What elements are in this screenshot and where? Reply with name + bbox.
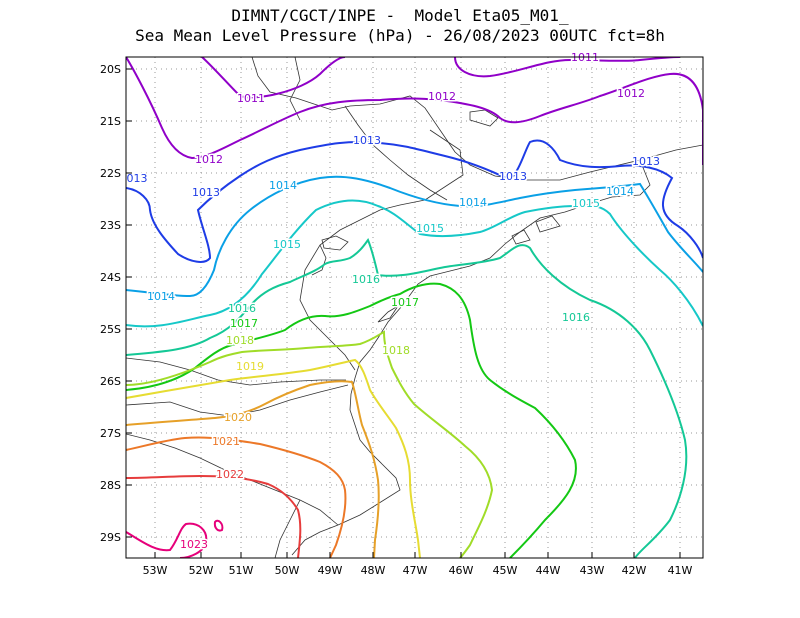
isobar-label-1017: 1017 <box>230 317 258 330</box>
lat-tick-label: 20S <box>100 63 121 76</box>
lat-tick-label: 21S <box>100 115 121 128</box>
isobar-label-1011: 1011 <box>237 92 265 105</box>
isobar-label-1016: 1016 <box>562 311 590 324</box>
lat-tick-label: 26S <box>100 375 121 388</box>
isobar-1017-a <box>126 282 577 558</box>
lon-tick-label: 42W <box>622 564 647 577</box>
isobar-label-1014: 1014 <box>147 290 175 303</box>
lat-tick-label: 28S <box>100 479 121 492</box>
isobar-1022-a <box>126 474 302 558</box>
lon-tick-label: 47W <box>403 564 428 577</box>
isobar-label-1013: 1013 <box>499 170 527 183</box>
map-title-line1: DIMNT/CGCT/INPE - Model Eta05_M01_ <box>231 6 569 25</box>
isobar-1013-a <box>126 139 703 263</box>
isobar-label-1017: 1017 <box>391 296 419 309</box>
isobars <box>126 57 703 558</box>
lon-tick-label: 52W <box>189 564 214 577</box>
lon-tick-label: 48W <box>361 564 386 577</box>
isobar-label-1021: 1021 <box>212 435 240 448</box>
isobar-label-1012: 1012 <box>617 87 645 100</box>
isobar-label-1014: 1014 <box>459 196 487 209</box>
lat-tick-label: 23S <box>100 219 121 232</box>
isobar-label-1018: 1018 <box>226 334 254 347</box>
lat-tick-label: 27S <box>100 427 121 440</box>
isobar-label-1012: 1012 <box>428 90 456 103</box>
lat-tick-label: 24S <box>100 271 121 284</box>
isobar-1011-a <box>201 57 346 99</box>
axis-tick-labels: 53W 52W 51W 50W 49W 48W 47W 46W 45W 44W 43W 42W 41W 2… <box>100 63 693 577</box>
isobar-label-1013: 1013 <box>192 186 220 199</box>
isobar-label-1015: 1015 <box>572 197 600 210</box>
isobar-label-1013: 1013 <box>632 155 660 168</box>
lon-tick-label: 45W <box>493 564 518 577</box>
map-title-line2: Sea Mean Level Pressure (hPa) - 26/08/20… <box>135 26 665 45</box>
lon-tick-label: 50W <box>275 564 300 577</box>
isobar-1023-a <box>126 522 208 558</box>
isobar-1021-a <box>126 436 347 558</box>
isobar-label-1016: 1016 <box>228 302 256 315</box>
coastline <box>126 57 703 558</box>
axis-ticks <box>126 68 681 558</box>
isobar-1023-b <box>213 519 224 532</box>
isobar-label-1022: 1022 <box>216 468 244 481</box>
isobar-label-1023: 1023 <box>180 538 208 551</box>
isobar-1016-a <box>126 237 688 558</box>
lon-tick-label: 43W <box>580 564 605 577</box>
lon-tick-label: 51W <box>229 564 254 577</box>
isobar-label-1015: 1015 <box>416 222 444 235</box>
isobar-label-1019: 1019 <box>236 360 264 373</box>
isobar-1020-a <box>126 380 380 558</box>
isobar-1015-a <box>126 199 703 328</box>
isobar-label-1018: 1018 <box>382 344 410 357</box>
lat-tick-label: 25S <box>100 323 121 336</box>
lon-tick-label: 53W <box>143 564 168 577</box>
isobar-label-1014: 1014 <box>269 179 297 192</box>
isobar-1019-a <box>126 358 421 558</box>
isobar-label-1013: 1013 <box>353 134 381 147</box>
lon-tick-label: 44W <box>536 564 561 577</box>
lat-tick-label: 22S <box>100 167 121 180</box>
isobar-label-1016: 1016 <box>352 273 380 286</box>
isobar-label-1012: 1012 <box>195 153 223 166</box>
grid-lines <box>126 57 703 558</box>
isobar-1018-a <box>126 330 494 558</box>
lon-tick-label: 41W <box>668 564 693 577</box>
isobar-1012-a <box>126 57 703 165</box>
lat-tick-label: 29S <box>100 531 121 544</box>
isobar-label-1015: 1015 <box>273 238 301 251</box>
lon-tick-label: 46W <box>449 564 474 577</box>
lon-tick-label: 49W <box>318 564 343 577</box>
isobar-label-1014: 1014 <box>606 185 634 198</box>
isobar-1011-b <box>454 57 681 78</box>
isobar-label-1020: 1020 <box>224 411 252 424</box>
isobar-1014-a <box>126 175 703 298</box>
isobar-label-013: 013 <box>127 172 148 185</box>
